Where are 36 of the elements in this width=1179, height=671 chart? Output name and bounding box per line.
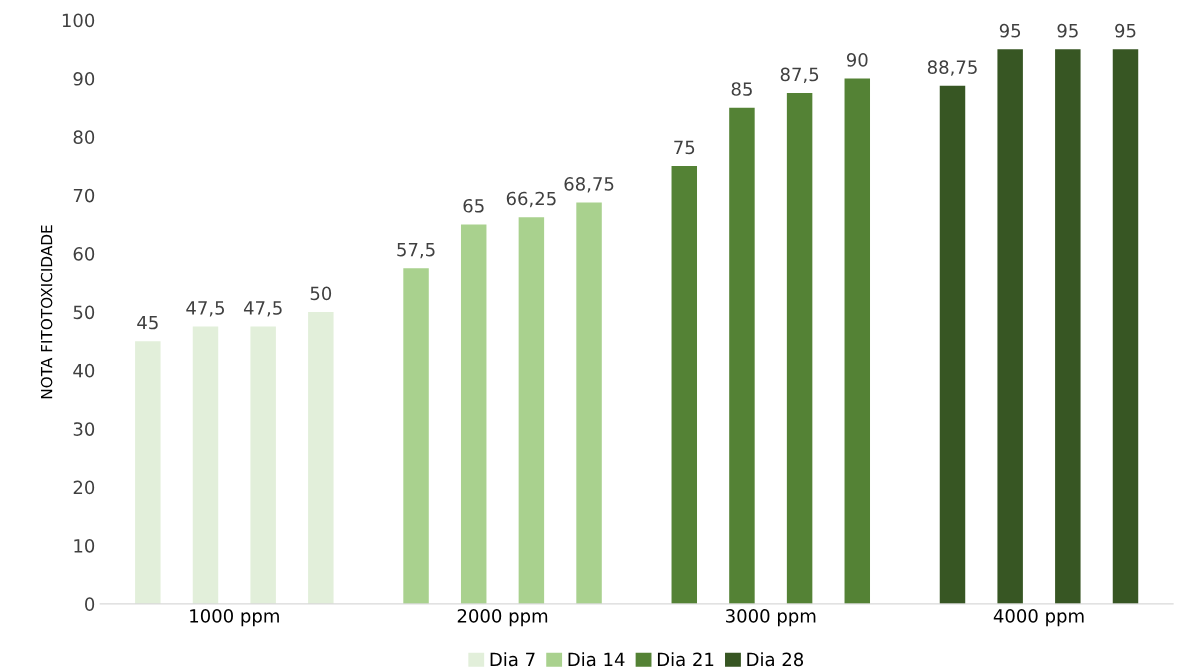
y-tick-label: 90: [73, 71, 95, 86]
data-label: 47,5: [243, 301, 282, 317]
data-label: 95: [1057, 23, 1078, 38]
data-label: 75: [674, 140, 695, 155]
y-tick-label: 50: [73, 305, 95, 320]
y-axis-title: NOTA FITOTOXICIDADE: [40, 225, 53, 399]
data-label: 65: [463, 198, 484, 213]
legend-label: Dia 21: [657, 652, 714, 667]
data-label: 90: [846, 53, 868, 67]
x-tick-label: 2000 ppm: [457, 609, 548, 627]
x-tick-label: 4000 ppm: [993, 609, 1084, 627]
data-label: 68,75: [564, 177, 614, 193]
legend-label: Dia 7: [490, 652, 535, 667]
data-label: 66,25: [506, 191, 556, 208]
y-tick-label: 60: [73, 247, 95, 261]
y-tick-label: 100: [62, 13, 95, 28]
data-label: 88,75: [927, 60, 977, 76]
data-label: 85: [731, 82, 752, 96]
y-tick-label: 20: [73, 480, 95, 495]
y-tick-label: 70: [73, 188, 95, 203]
x-tick-label: 1000 ppm: [190, 609, 279, 627]
data-label: 95: [999, 23, 1021, 38]
y-tick-label: 10: [74, 538, 95, 553]
y-tick-label: 80: [73, 130, 95, 144]
data-label: 87,5: [780, 67, 819, 84]
x-tick-label: 3000 ppm: [726, 609, 816, 627]
y-tick-label: 30: [73, 422, 95, 436]
y-tick-label: 40: [73, 363, 95, 378]
data-label: 45: [137, 315, 158, 330]
y-tick-label: 0: [85, 597, 95, 612]
data-label: 47,5: [186, 301, 225, 317]
legend-label: Dia 28: [747, 652, 804, 667]
legend-label: Dia 14: [568, 652, 625, 667]
data-label: 95: [1115, 23, 1136, 38]
data-label: 57,5: [397, 242, 435, 259]
data-label: 50: [310, 286, 332, 301]
